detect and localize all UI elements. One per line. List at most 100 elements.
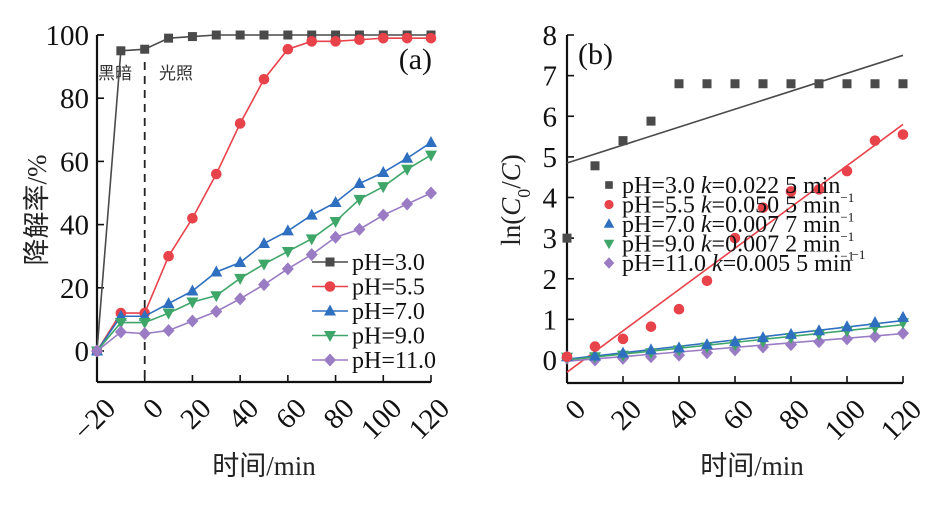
fit-line	[566, 123, 904, 373]
data-point	[210, 265, 223, 277]
data-point	[354, 34, 365, 46]
data-point	[234, 292, 247, 306]
data-point	[425, 150, 437, 162]
series-pH=7.0	[561, 310, 909, 362]
annotation-dark: 黑暗	[98, 64, 132, 84]
data-point	[258, 259, 270, 271]
data-point	[307, 30, 317, 40]
legend-k-symbol: k	[712, 251, 723, 277]
data-point	[869, 329, 881, 343]
y-axis-title-part: /	[496, 181, 526, 189]
data-point	[701, 275, 713, 287]
legend-unit-exp: −1	[840, 229, 854, 244]
data-point	[163, 250, 174, 262]
data-point	[702, 79, 712, 89]
data-point	[785, 327, 797, 339]
y-tick-label: 100	[46, 20, 90, 52]
legend-k-value: =0.007 7 min	[712, 212, 841, 238]
data-point	[425, 32, 437, 44]
legend-label: pH=3.0 k=0.022 5 min−1	[622, 173, 854, 205]
y-tick-label: 0	[543, 345, 558, 377]
data-point	[353, 194, 366, 206]
y-tick-label: 2	[543, 264, 558, 296]
legend-marker	[324, 281, 336, 292]
x-tick-label: 80	[318, 392, 361, 435]
y-tick-label: 0	[75, 336, 90, 368]
x-tick-label: 120	[403, 392, 456, 445]
data-point	[646, 116, 656, 126]
data-point	[589, 349, 601, 361]
legend-label: pH=9.0	[352, 324, 425, 350]
data-point	[897, 326, 909, 340]
data-point	[401, 151, 414, 163]
data-point	[841, 332, 853, 346]
series-pH=9.0	[91, 150, 437, 358]
legend-k-symbol: k	[701, 193, 712, 219]
y-axis-title: ln(C0/C)	[496, 154, 534, 246]
data-point	[785, 186, 797, 197]
data-point	[162, 297, 175, 309]
x-tick-label: 40	[661, 393, 704, 436]
data-point	[377, 32, 389, 44]
data-point	[114, 325, 127, 339]
data-point	[282, 43, 294, 55]
y-tick-label: 60	[60, 146, 89, 178]
data-point	[281, 246, 294, 258]
y-tick-label: 3	[543, 223, 558, 255]
y-tick-label: 7	[543, 61, 558, 93]
data-point	[210, 291, 223, 303]
legend-label: pH=11.0	[352, 348, 436, 374]
data-point	[673, 303, 685, 315]
y-tick-label: 1	[543, 304, 558, 336]
y-tick-label: 5	[543, 142, 558, 174]
data-point	[259, 30, 269, 40]
legend-ph: pH=3.0	[622, 173, 701, 199]
data-point	[897, 310, 909, 322]
y-axis-title-part: ln(	[496, 216, 526, 246]
data-point	[258, 237, 270, 249]
x-tick-label: 120	[875, 393, 928, 446]
legend-marker	[324, 304, 336, 316]
data-point	[235, 30, 245, 40]
y-axis-title-part: C	[496, 197, 526, 216]
series-pH=7.0	[91, 135, 437, 356]
data-point	[91, 344, 103, 358]
x-tick-label: 20	[605, 393, 648, 436]
legend-label: pH=7.0 k=0.007 7 min−1	[622, 212, 854, 244]
data-point	[281, 262, 294, 276]
data-point	[114, 318, 127, 330]
y-tick-label: 80	[60, 83, 89, 115]
legend-unit-exp: −1	[840, 190, 854, 205]
legend-ph: pH=11.0	[622, 251, 712, 277]
x-axis-title: 时间/min	[212, 451, 316, 481]
y-axis-title-part: 0	[514, 189, 534, 198]
x-tick-label: 20	[174, 392, 217, 435]
data-point	[786, 79, 796, 89]
data-point	[305, 234, 318, 246]
data-point	[164, 33, 174, 43]
data-point	[813, 184, 825, 195]
data-point	[645, 321, 657, 332]
data-point	[329, 216, 342, 228]
series-pH=5.5	[91, 32, 437, 357]
data-point	[562, 233, 572, 243]
y-tick-label: 8	[543, 20, 558, 52]
legend-unit-exp: −1	[852, 247, 866, 262]
x-tick-label: −20	[67, 392, 122, 447]
legend-k-value: =0.050 5 min	[712, 193, 841, 219]
data-point	[757, 202, 769, 213]
y-tick-label: 4	[543, 183, 558, 215]
legend-label: pH=9.0 k=0.007 2 min−1	[622, 232, 854, 264]
data-point	[377, 208, 390, 222]
data-point	[841, 165, 853, 177]
x-tick-label: 100	[355, 392, 408, 445]
x-tick-label: 100	[819, 393, 872, 446]
series-pH=3.0	[562, 79, 908, 243]
legend-b: pH=3.0 k=0.022 5 min−1pH=5.5 k=0.050 5 m…	[603, 173, 866, 277]
legend-label: pH=5.5 k=0.050 5 min−1	[622, 193, 854, 225]
fit-line	[566, 54, 904, 164]
data-point	[187, 32, 197, 42]
data-point	[258, 278, 270, 292]
